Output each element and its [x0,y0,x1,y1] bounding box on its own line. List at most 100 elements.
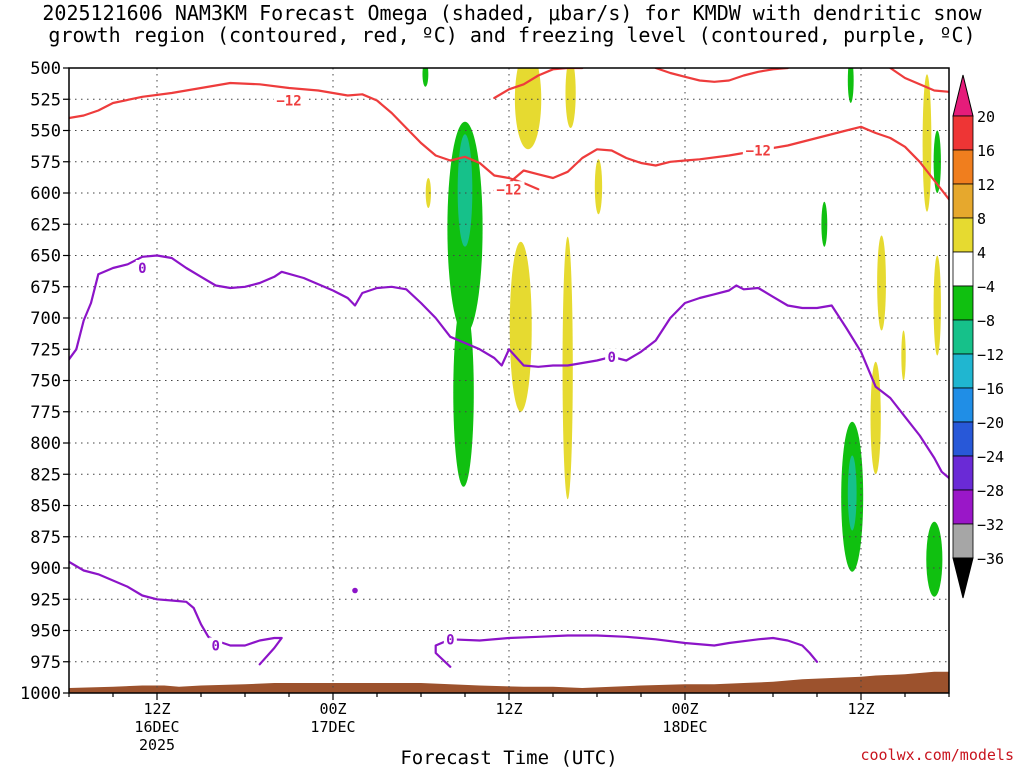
y-tick-label: 750 [30,372,61,392]
y-tick-label: 975 [30,653,61,673]
y-tick-label: 625 [30,215,61,235]
contour-label-1-0: 0 [138,261,146,277]
colorbar-label: −20 [977,414,1004,432]
contour-label-0-0: −12 [276,94,301,110]
contour-dot-1-0 [352,587,358,594]
colorbar-bottom-arrow [952,557,974,599]
omega-area-12 [933,130,941,193]
contour-label-1-2: 0 [446,632,454,648]
y-tick-label: 950 [30,622,61,642]
grid-lines [69,68,949,693]
omega-area-4 [594,159,603,215]
colorbar-bin-10 [952,421,974,457]
contour-label-bg [443,631,457,647]
y-tick-label: 800 [30,434,61,454]
y-tick-label: 775 [30,403,61,423]
colorbar-label: −28 [977,482,1004,500]
contour-label-bg [493,181,525,197]
contour-label-bg [135,260,149,275]
colorbar-bin-7 [952,319,974,355]
contour-label-0-1: −12 [496,182,521,198]
omega-area-2 [514,68,542,150]
x-tick-label: 12Z [495,700,522,718]
colorbar-bin-2 [952,149,974,185]
x-tick-label: 2025 [139,736,175,754]
omega-area-6 [562,236,573,500]
omega-area-20 [926,521,943,597]
contour-label-1-1: 0 [211,639,219,655]
omega-area-8 [457,134,473,247]
terrain-fill [69,671,949,693]
y-tick-label: 875 [30,528,61,548]
omega-area-5 [509,241,532,412]
y-tick-label: 600 [30,184,61,204]
contour-labels: −12 −12 −12 0 0 0 0 [135,92,774,655]
omega-area-9 [453,299,474,487]
x-axis-label: Forecast Time (UTC) [400,747,617,768]
y-tick-label: 550 [30,122,61,142]
omega-area-0 [425,178,431,208]
colorbar: 20 16 12 8 4 −4 −8 −12 −16 −20 −24 −28 −32 −36 [952,74,1004,599]
colorbar-label: 8 [977,210,986,228]
y-tick-label: 675 [30,278,61,298]
colorbar-bin-6 [952,285,974,321]
colorbar-label: −36 [977,550,1004,568]
colorbar-label: −8 [977,312,995,330]
y-tick-label: 575 [30,153,61,173]
colorbar-label: 12 [977,176,995,194]
contour-line-1-1 [69,560,283,666]
colorbar-bin-12 [952,489,974,525]
y-axis: 500 525 550 575 600 625 650 675 700 725 750 775 800 8… [20,59,69,704]
colorbar-label: −24 [977,448,1004,466]
colorbar-bin-4 [952,217,974,253]
y-tick-label: 700 [30,309,61,329]
y-tick-label: 525 [30,90,61,110]
x-tick-label: 18DEC [662,718,707,736]
chart-title: 2025121606 NAM3KM Forecast Omega (shaded… [0,2,1024,46]
y-tick-label: 650 [30,247,61,267]
colorbar-label: 4 [977,244,986,262]
contour-line-0-3 [654,68,789,83]
y-tick-label: 900 [30,559,61,579]
x-tick-label: 12Z [847,700,874,718]
y-tick-label: 725 [30,340,61,360]
contour-label-bg [742,142,774,158]
contour-label-bg [605,348,619,364]
title-line-1: 2025121606 NAM3KM Forecast Omega (shaded… [42,1,982,25]
omega-area-13 [821,201,828,247]
omega-area-3 [565,68,576,128]
colorbar-label: 16 [977,142,995,160]
contour-label-0-2: −12 [746,144,771,160]
colorbar-label: 20 [977,108,995,126]
colorbar-bin-9 [952,387,974,423]
colorbar-top-arrow [952,74,974,117]
contour-line-0-4 [889,68,949,93]
omega-area-11 [922,74,932,212]
y-tick-label: 850 [30,497,61,517]
colorbar-label: −12 [977,346,1004,364]
x-tick-label: 00Z [319,700,346,718]
contour-line-0-0 [69,81,540,191]
y-tick-label: 825 [30,465,61,485]
colorbar-bin-8 [952,353,974,389]
colorbar-bin-1 [952,115,974,151]
colorbar-bin-11 [952,455,974,491]
x-tick-label: 17DEC [310,718,355,736]
contour-lines [69,68,949,668]
colorbar-bin-3 [952,183,974,219]
colorbar-label: −4 [977,278,995,296]
omega-area-1 [422,68,429,87]
contour-label-1-3: 0 [607,350,615,366]
x-tick-label: 00Z [671,700,698,718]
contour-label-bg [273,92,305,108]
contour-line-1-0 [69,254,949,480]
y-tick-label: 1000 [20,684,61,704]
colorbar-label: −32 [977,516,1004,534]
terrain-layer [69,671,949,693]
y-tick-label: 500 [30,59,61,79]
contour-line-0-1 [493,125,949,201]
colorbar-label: −16 [977,380,1004,398]
colorbar-bin-13 [952,523,974,559]
